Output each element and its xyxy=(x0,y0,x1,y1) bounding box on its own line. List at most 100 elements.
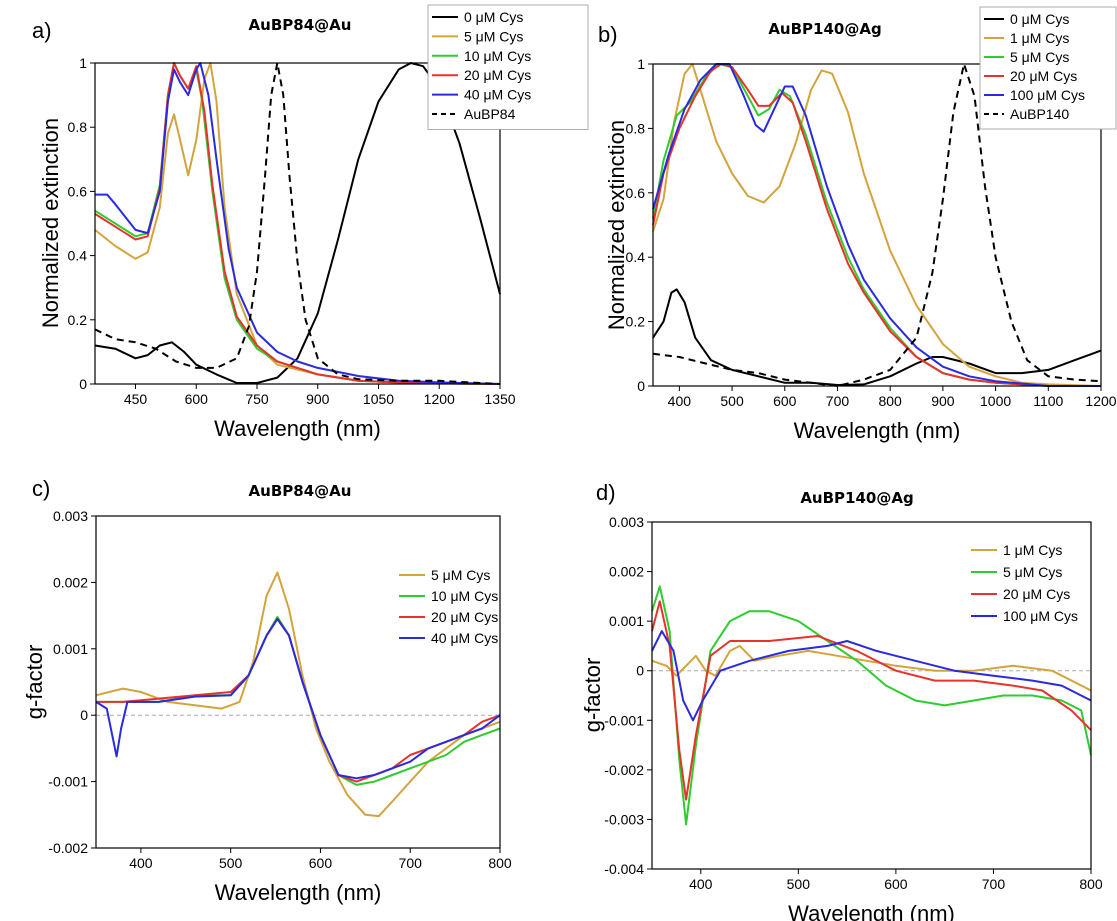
x-tick-label: 700 xyxy=(399,855,423,871)
y-tick-label: 0 xyxy=(636,663,644,679)
legend-entry: 0 μM Cys xyxy=(1010,11,1069,27)
y-tick-label: 0.003 xyxy=(53,508,88,524)
plot-frame xyxy=(652,63,1102,387)
legend-entry: 5 μM Cys xyxy=(464,28,523,44)
panel-d: d) AuBP140@Ag 400 500 600 700 800 -0.004 -0.003 -… xyxy=(580,480,1103,921)
y-tick-label: 0 xyxy=(637,378,645,394)
legend-entry: 20 μM Cys xyxy=(464,67,531,83)
y-tick-label: 0.2 xyxy=(626,314,646,330)
y-axis-label: Normalized extinction xyxy=(604,120,629,330)
legend-entry: 20 μM Cys xyxy=(431,609,498,625)
panel-letter: c) xyxy=(32,476,50,501)
x-tick-label: 900 xyxy=(931,393,955,409)
y-tick-label: 0.003 xyxy=(609,514,644,530)
y-tick-label: 0.001 xyxy=(609,613,644,629)
legend-entry: 10 μM Cys xyxy=(431,588,498,604)
x-tick-label: 400 xyxy=(668,393,692,409)
x-tick-label: 450 xyxy=(124,391,148,407)
y-tick-label: 0.4 xyxy=(68,248,88,264)
legend-box xyxy=(979,6,1117,130)
panel-b: b) AuBP140@Ag 400 500 600 700 800 900 1000 1100 1 2… xyxy=(598,6,1117,443)
series-line xyxy=(652,288,1102,386)
panel-letter: a) xyxy=(32,18,52,43)
x-tick-label: 500 xyxy=(219,855,243,871)
y-axis-label: g-factor xyxy=(580,658,605,733)
series-line xyxy=(652,63,1101,387)
y-tick-label: 0 xyxy=(80,707,88,723)
series-line xyxy=(95,62,501,385)
y-tick-label: -0.002 xyxy=(48,840,88,856)
legend: 1 μM Cys 5 μM Cys 20 μM Cys 100 μM Cys xyxy=(971,542,1078,624)
plot-frame xyxy=(651,521,1092,870)
legend: 0 μM Cys 1 μM Cys 5 μM Cys 20 μM Cys 100 μM … xyxy=(979,6,1117,130)
x-axis-label: Wavelength (nm) xyxy=(794,418,961,443)
x-tick-label: 1000 xyxy=(980,393,1011,409)
x-tick-label: 700 xyxy=(826,393,850,409)
y-tick-label: -0.001 xyxy=(604,712,644,728)
legend-entry: 0 μM Cys xyxy=(464,9,523,25)
legend-entry: 5 μM Cys xyxy=(431,567,490,583)
legend-entry: 5 μM Cys xyxy=(1003,564,1062,580)
y-tick-label: 0.6 xyxy=(68,183,88,199)
legend-entry: AuBP84 xyxy=(464,106,516,122)
y-tick-label: 0.002 xyxy=(609,564,644,580)
y-axis-label: g-factor xyxy=(22,645,47,720)
chart-title: AuBP140@Ag xyxy=(768,20,881,38)
y-tick-label: 0.8 xyxy=(626,120,646,136)
x-tick-label: 600 xyxy=(884,876,908,892)
y-tick-label: 0.8 xyxy=(68,119,88,135)
legend-entry: 5 μM Cys xyxy=(1010,49,1069,65)
series-line xyxy=(651,630,1092,722)
x-tick-label: 1100 xyxy=(1033,393,1063,409)
chart-title: AuBP84@Au xyxy=(249,16,352,34)
x-tick-label: 500 xyxy=(720,393,744,409)
legend-entry: 1 μM Cys xyxy=(1010,30,1069,46)
x-tick-label: 900 xyxy=(306,391,330,407)
series-line xyxy=(95,617,501,780)
legend-entry: 20 μM Cys xyxy=(1010,68,1077,84)
legend: 0 μM Cys 5 μM Cys 10 μM Cys 20 μM Cys 40 μM … xyxy=(427,4,589,130)
x-tick-label: 600 xyxy=(185,391,209,407)
x-tick-label: 1050 xyxy=(363,391,394,407)
panel-c: c) AuBP84@Au 400 500 600 700 800 -0.002 -0.001 0 0… xyxy=(22,476,512,905)
series-line xyxy=(652,63,1102,387)
x-tick-label: 700 xyxy=(982,876,1006,892)
legend-entry: 10 μM Cys xyxy=(464,48,531,64)
panel-a: a) AuBP84@Au 450 600 750 900 1050 1200 1350 0 0.2 0… xyxy=(32,4,589,441)
series-line xyxy=(652,63,1101,387)
x-tick-label: 800 xyxy=(488,855,512,871)
series-line xyxy=(651,585,1092,826)
x-tick-label: 400 xyxy=(689,876,713,892)
y-tick-label: 0.4 xyxy=(626,249,646,265)
x-tick-label: 800 xyxy=(1079,876,1103,892)
y-tick-label: 0.001 xyxy=(53,641,88,657)
series-line xyxy=(94,62,501,385)
y-tick-label: 0 xyxy=(79,376,87,392)
y-tick-label: -0.004 xyxy=(604,861,644,877)
chart-title: AuBP84@Au xyxy=(249,482,352,500)
panel-letter: b) xyxy=(598,22,618,47)
series-line xyxy=(651,644,1092,692)
x-axis-label: Wavelength (nm) xyxy=(215,880,382,905)
y-tick-label: -0.003 xyxy=(604,811,644,827)
x-tick-label: 500 xyxy=(787,876,811,892)
legend-entry: 40 μM Cys xyxy=(431,630,498,646)
y-tick-label: 1 xyxy=(637,56,645,72)
legend-entry: 100 μM Cys xyxy=(1003,608,1078,624)
x-tick-label: 750 xyxy=(245,391,269,407)
y-axis-label: Normalized extinction xyxy=(38,118,63,328)
legend-box xyxy=(427,4,589,130)
panel-letter: d) xyxy=(596,480,616,505)
x-tick-label: 1350 xyxy=(484,391,515,407)
legend-entry: 40 μM Cys xyxy=(464,87,531,103)
chart-title: AuBP140@Ag xyxy=(800,489,913,507)
x-tick-label: 800 xyxy=(878,393,902,409)
x-tick-label: 600 xyxy=(773,393,797,409)
x-axis-label: Wavelength (nm) xyxy=(788,901,955,921)
y-tick-label: 0.2 xyxy=(68,312,88,328)
legend-entry: 100 μM Cys xyxy=(1010,87,1085,103)
legend-entry: 1 μM Cys xyxy=(1003,542,1062,558)
x-axis-label: Wavelength (nm) xyxy=(214,416,381,441)
x-tick-label: 400 xyxy=(129,855,153,871)
